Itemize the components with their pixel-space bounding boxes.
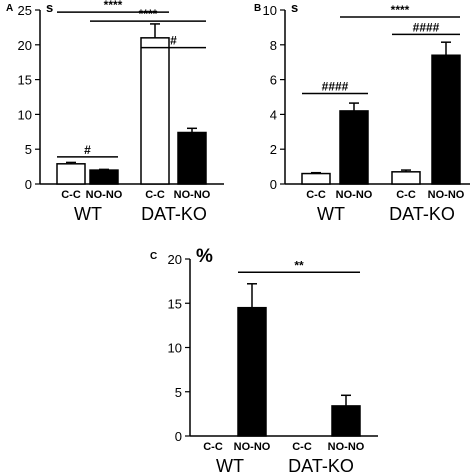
category-label: NO-NO (336, 189, 373, 201)
chart-panel-c: C % 0 5 10 15 20 C-C NO-NO C-C NO-NO WT DAT-KO ** (150, 246, 378, 476)
y-axis-label: s (291, 0, 298, 15)
y-tick-label: 0 (270, 177, 277, 192)
significance-label: **** (391, 3, 410, 17)
significance-label: # (84, 143, 91, 157)
category-label: C-C (306, 189, 326, 201)
bar (331, 405, 361, 437)
panel-label: B (254, 3, 261, 14)
y-tick-label: 10 (263, 3, 277, 18)
y-tick-label: 0 (25, 177, 32, 192)
group-label: WT (74, 204, 102, 224)
bar (431, 54, 461, 185)
category-label: NO-NO (174, 189, 211, 201)
significance-label: # (170, 34, 177, 48)
y-tick-label: 15 (18, 73, 32, 88)
y-tick-label: 6 (270, 73, 277, 88)
category-label: NO-NO (428, 189, 465, 201)
bar (339, 110, 369, 185)
significance-label: #### (413, 20, 440, 34)
y-tick-label: 20 (18, 38, 32, 53)
category-label: C-C (292, 441, 312, 453)
category-label: C-C (61, 189, 81, 201)
y-tick-label: 8 (270, 38, 277, 53)
category-label: C-C (203, 441, 223, 453)
y-tick-label: 25 (18, 3, 32, 18)
category-label: C-C (396, 189, 416, 201)
group-label: DAT-KO (288, 456, 354, 476)
y-tick-label: 4 (270, 107, 277, 122)
category-label: NO-NO (234, 441, 271, 453)
y-tick-label: 20 (168, 252, 182, 267)
y-axis-label: % (196, 246, 213, 267)
y-tick-label: 5 (25, 142, 32, 157)
bar (301, 172, 331, 185)
y-tick-label: 15 (168, 296, 182, 311)
significance-label: ** (294, 258, 304, 272)
group-label: DAT-KO (389, 204, 455, 224)
category-label: NO-NO (86, 189, 123, 201)
significance-label: **** (104, 0, 123, 12)
group-label: WT (216, 456, 244, 476)
y-tick-label: 0 (175, 429, 182, 444)
bar (237, 306, 267, 437)
category-label: NO-NO (328, 441, 365, 453)
bar (56, 163, 86, 185)
y-tick-label: 5 (175, 385, 182, 400)
panel-label: C (150, 251, 157, 262)
y-tick-label: 2 (270, 142, 277, 157)
group-label: WT (317, 204, 345, 224)
category-label: C-C (145, 189, 165, 201)
group-label: DAT-KO (141, 204, 207, 224)
y-tick-label: 10 (168, 341, 182, 356)
bar (177, 131, 207, 185)
y-axis-label: s (46, 0, 53, 15)
bar (391, 171, 421, 185)
y-tick-label: 10 (18, 107, 32, 122)
significance-label: **** (139, 7, 158, 21)
panel-label: A (6, 3, 13, 14)
significance-label: #### (322, 80, 349, 94)
bar (140, 37, 170, 185)
bar (89, 169, 119, 185)
